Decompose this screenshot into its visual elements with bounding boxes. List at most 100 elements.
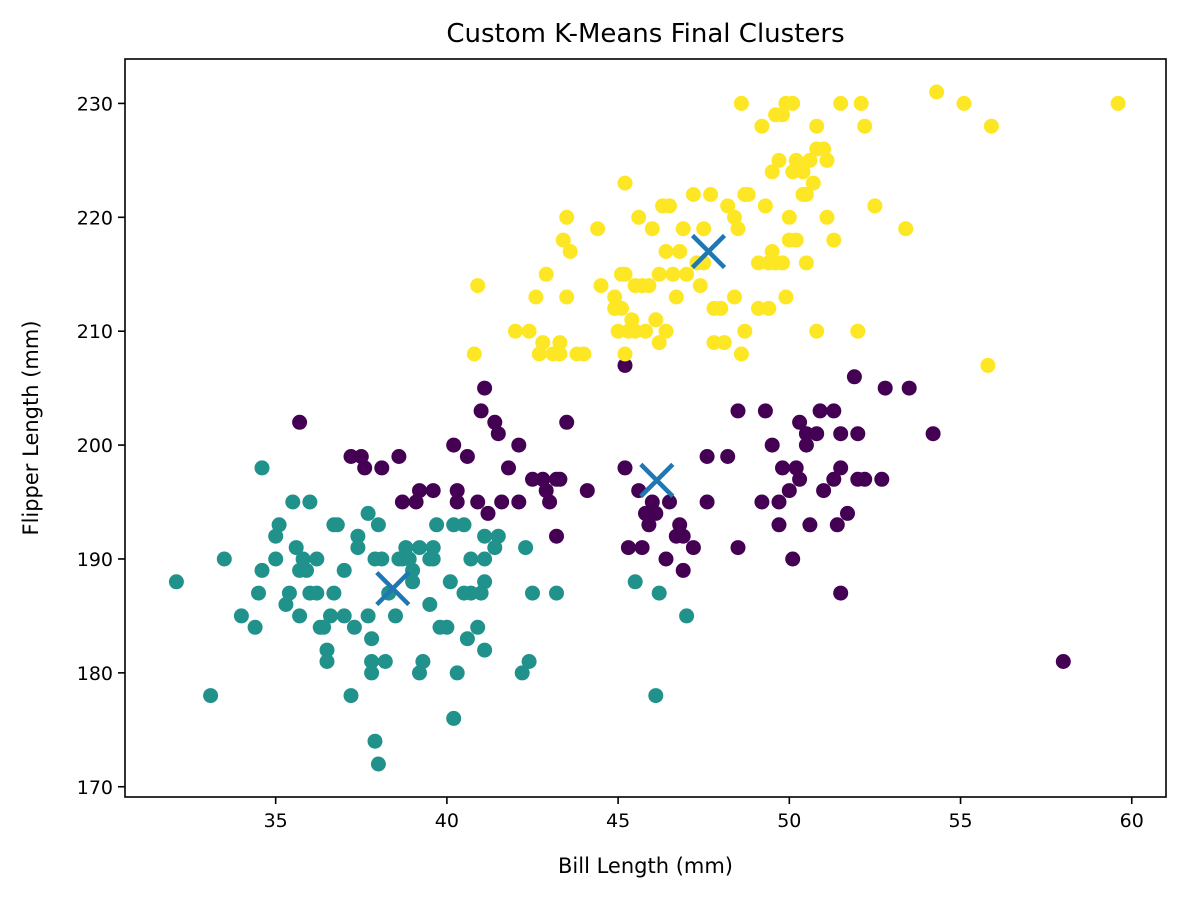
data-point-cluster-3: [798, 187, 814, 202]
data-point-cluster-3: [771, 152, 787, 168]
data-point-cluster-2: [446, 437, 462, 453]
data-point-cluster-2: [494, 494, 510, 510]
data-point-cluster-1: [425, 540, 441, 556]
data-point-cluster-2: [792, 471, 808, 487]
data-point-cluster-2: [425, 483, 441, 499]
data-point-cluster-2: [552, 471, 568, 487]
x-tick-label: 40: [435, 810, 459, 832]
data-point-cluster-3: [631, 209, 647, 225]
data-point-cluster-3: [651, 335, 667, 351]
data-point-cluster-3: [805, 175, 821, 191]
data-point-cluster-3: [638, 323, 653, 339]
data-point-cluster-1: [679, 608, 695, 624]
data-point-cluster-3: [788, 232, 804, 248]
data-point-cluster-2: [641, 517, 657, 533]
centroid-marker: [690, 233, 727, 270]
data-point-cluster-3: [775, 107, 790, 123]
data-point-cluster-1: [299, 562, 314, 578]
data-point-cluster-1: [370, 517, 386, 533]
data-point-cluster-3: [1110, 95, 1126, 111]
y-tick-label: 170: [77, 777, 113, 799]
data-point-cluster-1: [168, 574, 184, 590]
y-axis-label: Flipper Length (mm): [19, 320, 43, 535]
data-point-cluster-1: [370, 756, 386, 772]
data-point-cluster-1: [459, 631, 475, 647]
data-point-cluster-2: [826, 403, 842, 419]
data-point-cluster-2: [634, 540, 650, 556]
data-point-cluster-3: [593, 278, 609, 294]
data-point-cluster-3: [727, 209, 742, 225]
data-point-cluster-3: [898, 221, 914, 237]
data-point-cluster-2: [292, 414, 308, 430]
data-point-cluster-2: [675, 528, 691, 544]
data-point-cluster-2: [501, 460, 516, 476]
data-point-cluster-3: [833, 95, 849, 111]
data-point-cluster-2: [850, 426, 866, 442]
data-point-cluster-1: [360, 505, 376, 521]
data-point-cluster-2: [559, 414, 575, 430]
data-point-cluster-3: [819, 209, 835, 225]
data-point-cluster-1: [281, 585, 297, 601]
data-point-cluster-1: [473, 585, 489, 601]
data-point-cluster-3: [617, 346, 633, 362]
data-point-cluster-2: [644, 494, 660, 510]
data-point-cluster-2: [449, 483, 465, 499]
x-axis-label: Bill Length (mm): [558, 854, 733, 878]
data-point-cluster-3: [668, 289, 684, 305]
data-point-cluster-3: [798, 255, 814, 271]
data-point-cluster-1: [350, 528, 366, 544]
data-point-cluster-3: [819, 152, 835, 168]
data-point-cluster-1: [271, 517, 287, 533]
data-point-cluster-3: [980, 357, 996, 373]
data-point-cluster-1: [367, 733, 383, 749]
data-point-cluster-1: [401, 551, 417, 567]
x-tick-label: 50: [777, 810, 801, 832]
data-point-cluster-1: [648, 688, 664, 704]
data-point-cluster-1: [203, 688, 219, 704]
data-point-cluster-1: [309, 551, 325, 567]
data-point-cluster-2: [638, 505, 653, 521]
data-point-cluster-2: [525, 471, 540, 487]
data-point-cluster-3: [672, 244, 688, 259]
data-point-cluster-2: [412, 483, 427, 499]
data-point-cluster-3: [624, 312, 640, 328]
data-point-cluster-2: [579, 483, 595, 499]
data-point-cluster-3: [795, 164, 811, 180]
data-point-cluster-2: [477, 380, 493, 396]
data-point-cluster-3: [737, 323, 753, 339]
data-point-cluster-3: [552, 346, 568, 362]
data-point-cluster-3: [466, 346, 482, 362]
data-point-cluster-2: [535, 471, 551, 487]
data-point-cluster-1: [442, 574, 458, 590]
data-point-cluster-1: [374, 551, 390, 567]
data-point-cluster-2: [343, 449, 359, 464]
data-point-cluster-1: [521, 654, 537, 669]
data-point-cluster-3: [761, 300, 777, 316]
data-point-cluster-3: [757, 198, 773, 214]
data-point-cluster-2: [925, 426, 941, 442]
data-point-cluster-1: [525, 585, 540, 601]
data-point-cluster-3: [713, 300, 729, 316]
x-tick-label: 35: [264, 810, 288, 832]
data-point-cluster-3: [531, 346, 547, 362]
data-point-cluster-2: [877, 380, 893, 396]
chart-title: Custom K-Means Final Clusters: [446, 19, 844, 49]
centroid-stroke: [690, 233, 727, 270]
data-point-cluster-1: [302, 494, 318, 510]
data-point-cluster-1: [388, 608, 403, 624]
data-point-cluster-2: [408, 494, 424, 510]
data-point-cluster-1: [627, 574, 643, 590]
data-point-cluster-2: [685, 540, 701, 556]
data-point-cluster-1: [456, 517, 472, 533]
data-point-cluster-3: [644, 221, 660, 237]
y-tick-label: 180: [77, 663, 113, 685]
data-point-cluster-3: [692, 278, 708, 294]
data-point-cluster-3: [857, 118, 873, 134]
data-point-cluster-3: [929, 84, 945, 100]
data-point-cluster-1: [449, 665, 465, 681]
data-point-cluster-1: [364, 631, 380, 647]
data-point-cluster-3: [538, 266, 554, 282]
data-point-cluster-3: [470, 278, 486, 294]
data-point-cluster-3: [764, 244, 780, 259]
data-point-cluster-2: [730, 403, 746, 419]
